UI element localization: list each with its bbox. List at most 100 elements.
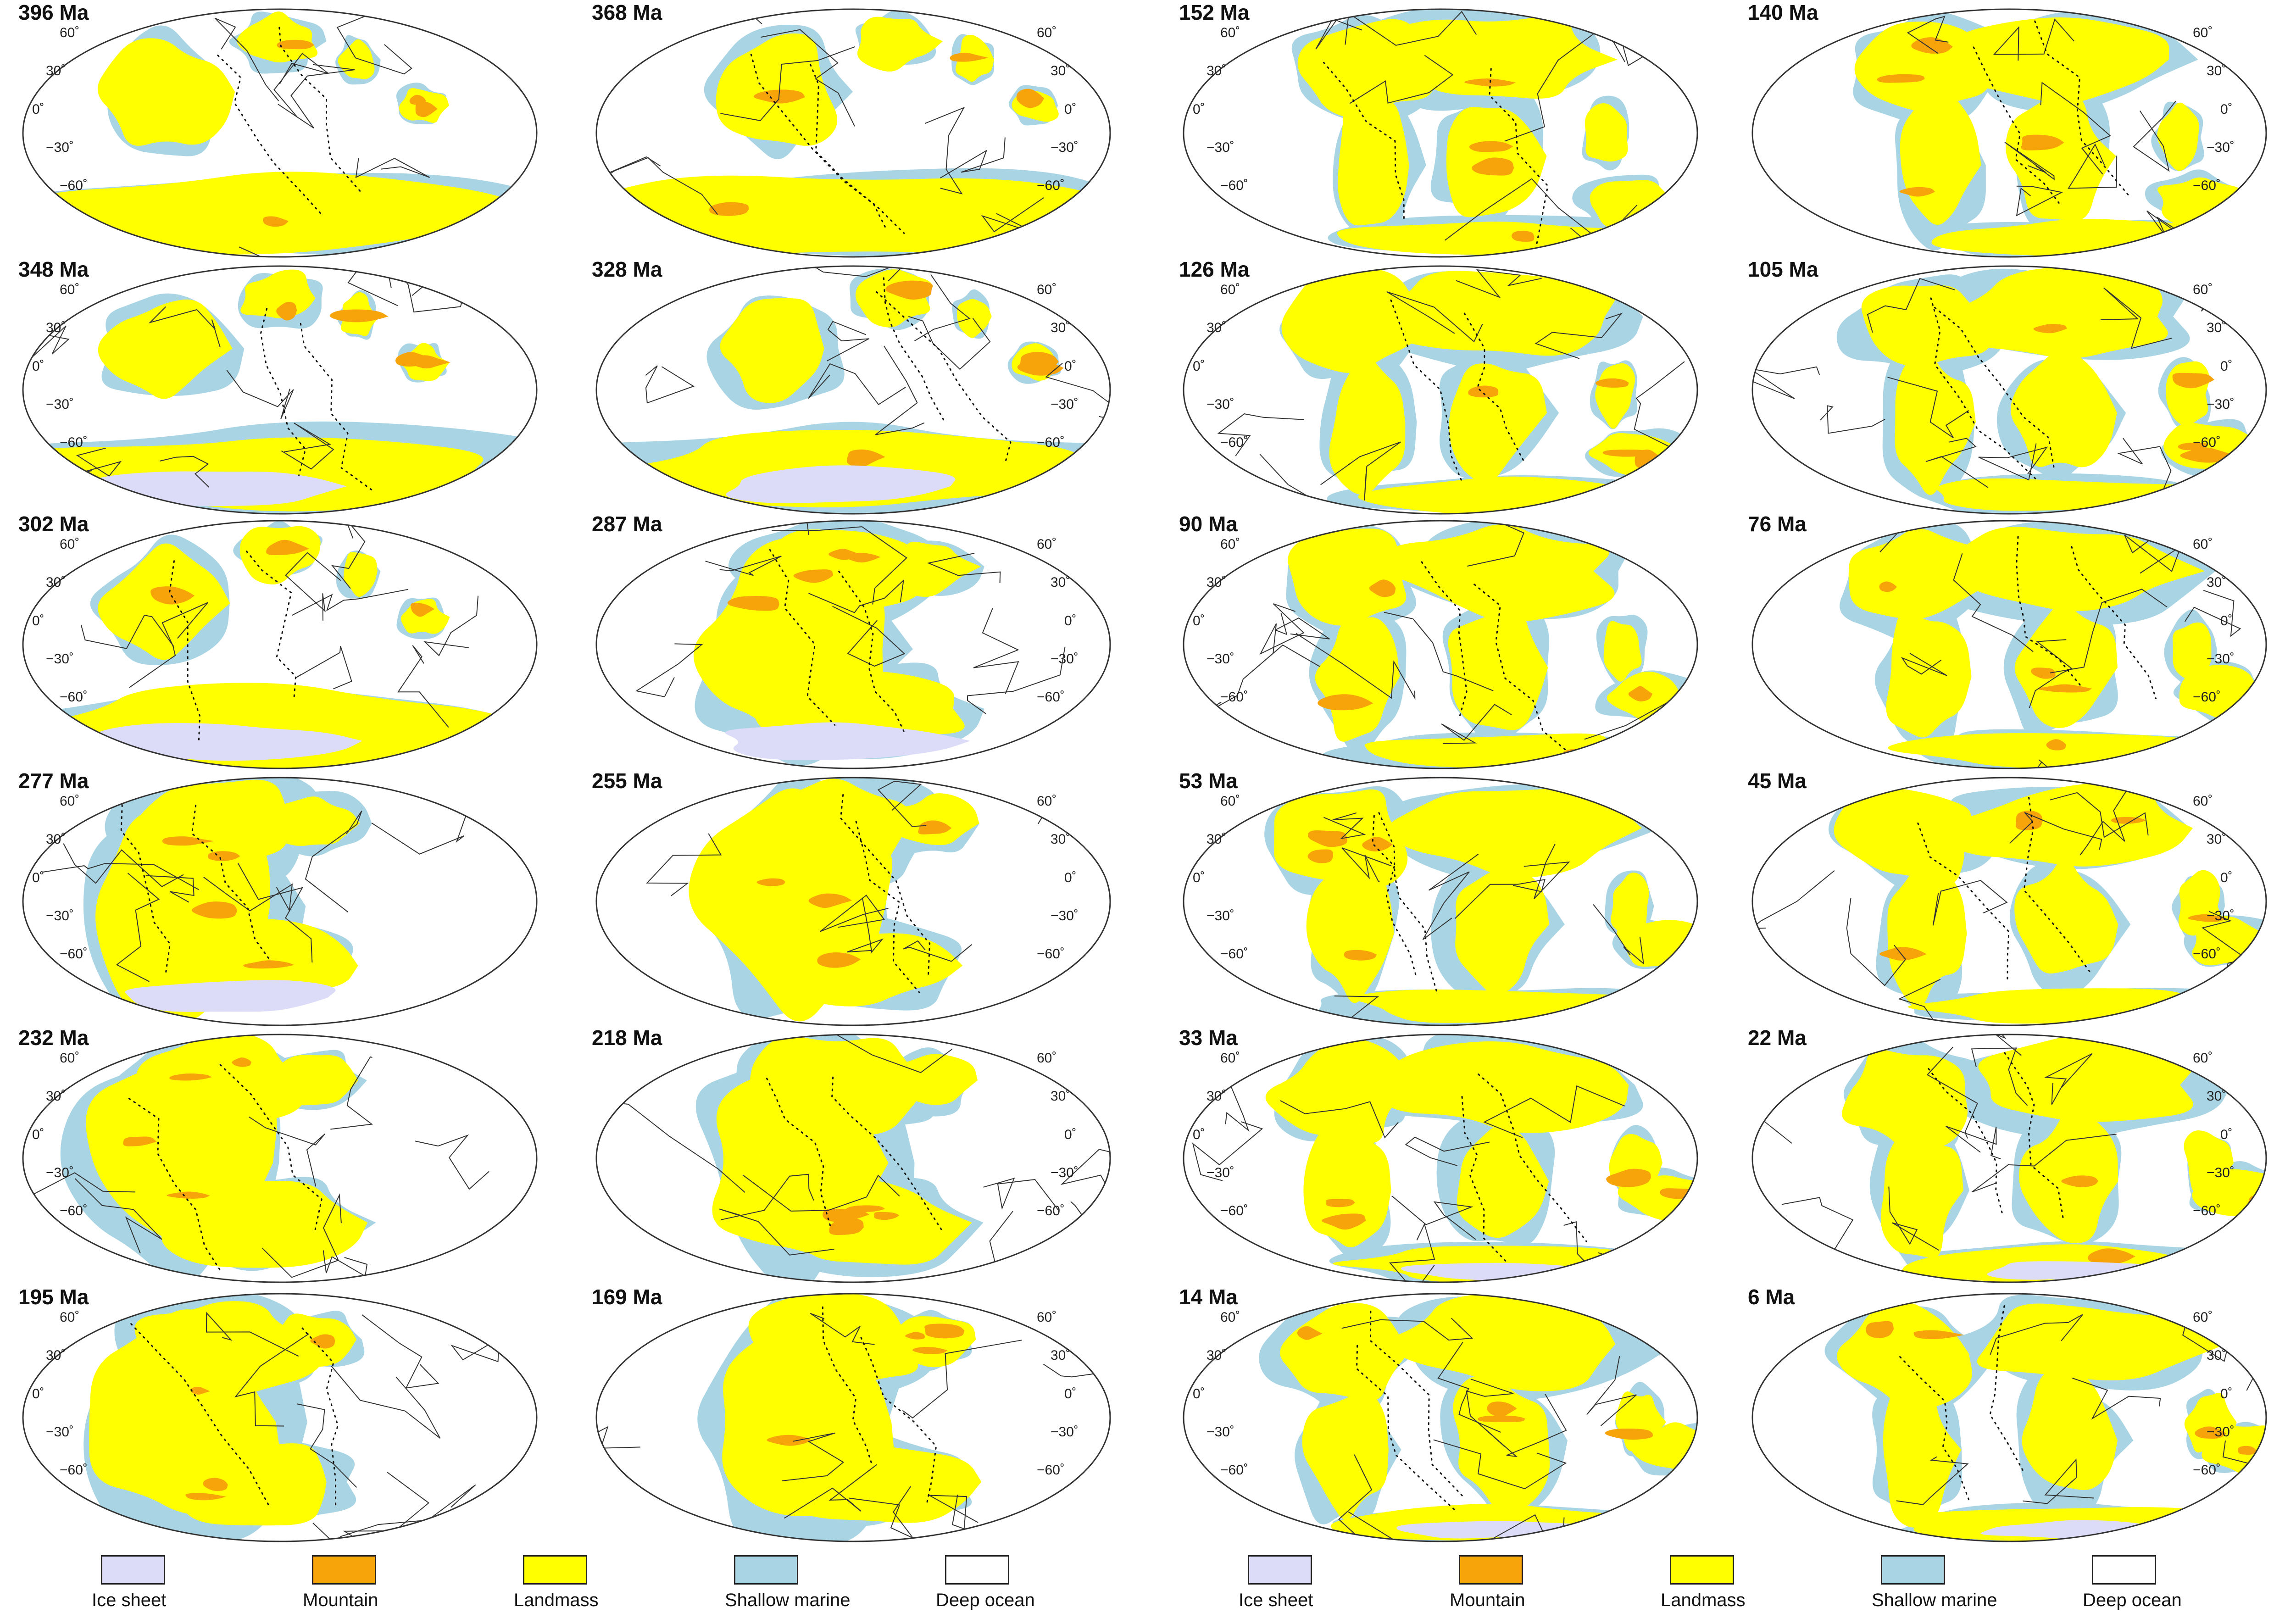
legend-item: Landmass	[514, 1555, 706, 1624]
legend-item: Landmass	[1661, 1555, 1853, 1624]
map-panel: 53 Ma 60˚ 30˚ 0˚ −30˚ −60˚	[1174, 768, 1725, 1026]
latitude-tick-label: −60˚	[1220, 435, 1248, 450]
latitude-tick-label: 30˚	[1206, 575, 1227, 590]
latitude-tick-label: −60˚	[1220, 1463, 1248, 1478]
mollweide-map	[595, 1293, 1111, 1542]
latitude-tick-label: −30˚	[1206, 397, 1234, 412]
latitude-tick-label: 60˚	[1037, 1051, 1057, 1066]
latitude-tick-label: 30˚	[1051, 320, 1071, 335]
map-panel: 76 Ma 60˚ 30˚ 0˚ −30˚ −60˚	[1743, 512, 2274, 769]
map-panel: 218 Ma 60˚ 30˚ 0˚ −30˚ −60˚	[587, 1025, 1138, 1283]
map-panel: 328 Ma 60˚ 30˚ 0˚ −30˚ −60˚	[587, 257, 1138, 515]
latitude-tick-label: −30˚	[1206, 1165, 1234, 1180]
age-label: 255 Ma	[592, 769, 662, 793]
latitude-tick-label: −30˚	[1206, 1424, 1234, 1440]
latitude-tick-label: 0˚	[32, 359, 44, 374]
latitude-tick-label: −60˚	[1220, 178, 1248, 193]
map-panel: 90 Ma 60˚ 30˚ 0˚ −30˚ −60˚	[1174, 512, 1725, 769]
latitude-tick-label: 60˚	[1037, 282, 1057, 297]
age-label: 396 Ma	[18, 0, 89, 24]
latitude-tick-label: 60˚	[60, 794, 80, 809]
latitude-tick-label: 60˚	[1220, 537, 1240, 552]
latitude-tick-label: −60˚	[1037, 435, 1065, 450]
latitude-tick-label: −60˚	[60, 690, 88, 705]
latitude-tick-label: −30˚	[1051, 1424, 1079, 1440]
latitude-tick-label: 0˚	[1064, 613, 1077, 628]
mollweide-map	[595, 520, 1111, 769]
age-label: 287 Ma	[592, 512, 662, 536]
mollweide-map	[1751, 1034, 2267, 1283]
latitude-tick-label: −60˚	[1037, 690, 1065, 705]
latitude-tick-label: −60˚	[60, 946, 88, 962]
legend-label: Deep ocean	[936, 1590, 1035, 1610]
mollweide-map	[1183, 777, 1698, 1026]
latitude-tick-label: 0˚	[2220, 1127, 2233, 1142]
legend-item: Ice sheet	[92, 1555, 284, 1624]
mollweide-map	[1183, 1293, 1698, 1542]
mollweide-map	[22, 265, 538, 515]
latitude-tick-label: 0˚	[2220, 870, 2233, 885]
latitude-tick-label: 30˚	[46, 1089, 66, 1104]
latitude-tick-label: 0˚	[1064, 1386, 1077, 1402]
latitude-tick-label: 0˚	[32, 102, 44, 117]
age-label: 140 Ma	[1748, 0, 1818, 24]
map-panel: 6 Ma 60˚ 30˚ 0˚ −30˚ −60˚	[1743, 1285, 2274, 1542]
map-panel: 105 Ma 60˚ 30˚ 0˚ −30˚ −60˚	[1743, 257, 2274, 515]
latitude-tick-label: 60˚	[1037, 794, 1057, 809]
legend-item: Deep ocean	[936, 1555, 1129, 1624]
latitude-tick-label: 60˚	[60, 25, 80, 40]
latitude-tick-label: 0˚	[32, 613, 44, 628]
latitude-tick-label: 30˚	[2207, 1348, 2227, 1363]
latitude-tick-label: −60˚	[60, 178, 88, 193]
latitude-tick-label: 30˚	[1206, 1089, 1227, 1104]
latitude-tick-label: 30˚	[1051, 832, 1071, 847]
latitude-tick-label: 30˚	[1206, 320, 1227, 335]
legend-swatch	[523, 1555, 587, 1585]
latitude-tick-label: −60˚	[1220, 1203, 1248, 1218]
legend-swatch	[1881, 1555, 1945, 1585]
age-label: 22 Ma	[1748, 1026, 1807, 1050]
map-panel: 368 Ma 60˚ 30˚ 0˚ −30˚ −60˚	[587, 0, 1138, 258]
map-panel: 195 Ma 60˚ 30˚ 0˚ −30˚ −60˚	[14, 1285, 564, 1542]
age-label: 195 Ma	[18, 1285, 89, 1309]
latitude-tick-label: −60˚	[1037, 1203, 1065, 1218]
latitude-tick-label: 0˚	[1193, 359, 1205, 374]
latitude-tick-label: −30˚	[1051, 1165, 1079, 1180]
age-label: 348 Ma	[18, 257, 89, 281]
legend-label: Landmass	[514, 1590, 599, 1610]
map-panel: 140 Ma 60˚ 30˚ 0˚ −30˚ −60˚	[1743, 0, 2274, 258]
age-label: 152 Ma	[1179, 0, 1250, 24]
mollweide-map	[22, 8, 538, 258]
age-label: 169 Ma	[592, 1285, 662, 1309]
latitude-tick-label: 30˚	[2207, 320, 2227, 335]
latitude-tick-label: 60˚	[2193, 794, 2213, 809]
latitude-tick-label: −60˚	[1037, 946, 1065, 962]
latitude-tick-label: 60˚	[1037, 1310, 1057, 1325]
latitude-tick-label: 0˚	[2220, 613, 2233, 628]
age-label: 218 Ma	[592, 1026, 662, 1050]
latitude-tick-label: −60˚	[2193, 435, 2221, 450]
latitude-tick-label: −30˚	[46, 1165, 74, 1180]
latitude-tick-label: 30˚	[2207, 832, 2227, 847]
latitude-tick-label: 30˚	[46, 63, 66, 78]
latitude-tick-label: −30˚	[46, 140, 74, 155]
legend-label: Ice sheet	[1239, 1590, 1313, 1610]
latitude-tick-label: 60˚	[60, 1051, 80, 1066]
latitude-tick-label: 30˚	[1051, 1089, 1071, 1104]
legend-swatch	[312, 1555, 376, 1585]
map-panel: 255 Ma 60˚ 30˚ 0˚ −30˚ −60˚	[587, 768, 1138, 1026]
latitude-tick-label: 0˚	[1193, 613, 1205, 628]
legend-label: Mountain	[1450, 1590, 1525, 1610]
latitude-tick-label: −60˚	[1037, 1463, 1065, 1478]
map-panel: 126 Ma 60˚ 30˚ 0˚ −30˚ −60˚	[1174, 257, 1725, 515]
latitude-tick-label: −60˚	[2193, 1463, 2221, 1478]
latitude-tick-label: 30˚	[2207, 1089, 2227, 1104]
legend-label: Ice sheet	[92, 1590, 167, 1610]
latitude-tick-label: −30˚	[1051, 908, 1079, 923]
legend-item: Ice sheet	[1239, 1555, 1431, 1624]
latitude-tick-label: 60˚	[1220, 794, 1240, 809]
latitude-tick-label: −30˚	[1051, 140, 1079, 155]
latitude-tick-label: −30˚	[2207, 651, 2235, 667]
age-label: 45 Ma	[1748, 769, 1807, 793]
map-panel: 14 Ma 60˚ 30˚ 0˚ −30˚ −60˚	[1174, 1285, 1725, 1542]
